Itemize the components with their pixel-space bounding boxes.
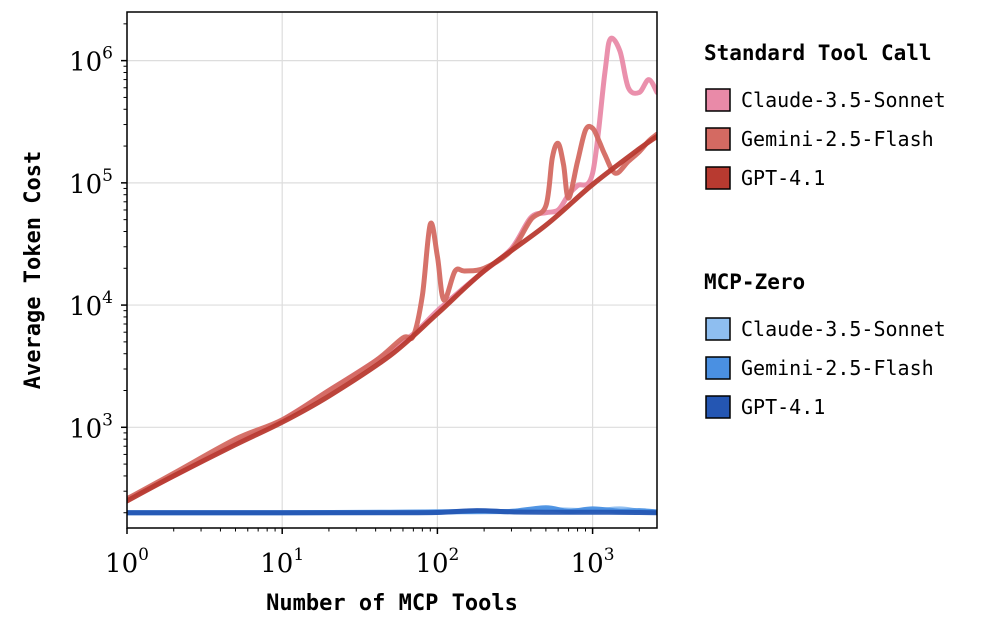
legend-group-title: Standard Tool Call <box>704 41 932 65</box>
legend-label: Claude-3.5-Sonnet <box>741 88 946 112</box>
legend-label: GPT-4.1 <box>741 166 825 190</box>
legend-label: Claude-3.5-Sonnet <box>741 317 946 341</box>
y-tick-label: 104 <box>69 288 113 322</box>
legend-label: Gemini-2.5-Flash <box>741 127 934 151</box>
legend-label: GPT-4.1 <box>741 395 825 419</box>
x-tick-exponent: 2 <box>449 545 460 565</box>
y-tick-label: 103 <box>69 410 113 444</box>
legend-swatch <box>705 317 731 341</box>
legend-label: Gemini-2.5-Flash <box>741 356 934 380</box>
plot-frame <box>126 11 658 529</box>
y-tick-base: 10 <box>69 414 102 444</box>
standard-gpt-4-1-line <box>127 133 657 504</box>
legend: Standard Tool Call Claude-3.5-Sonnet Gemin… <box>704 41 946 419</box>
grid-lines <box>126 12 657 528</box>
legend-swatch <box>705 88 731 112</box>
y-tick-base: 10 <box>69 292 102 322</box>
x-axis-title: Number of MCP Tools <box>266 591 518 616</box>
y-tick-exponent: 3 <box>102 410 113 430</box>
y-tick-exponent: 4 <box>102 288 113 308</box>
x-tick-base: 10 <box>415 549 448 579</box>
x-tick-labels: 100 101 102 103 <box>105 528 640 579</box>
x-tick-exponent: 3 <box>604 545 615 565</box>
legend-group-title: MCP-Zero <box>704 270 805 294</box>
series-lines <box>127 35 657 516</box>
y-tick-exponent: 5 <box>102 166 113 186</box>
legend-swatch <box>705 356 731 380</box>
y-axis-title: Average Token Cost <box>21 151 46 389</box>
x-tick-label: 100 <box>105 545 149 579</box>
legend-swatch <box>705 395 731 419</box>
x-tick-base: 10 <box>260 549 293 579</box>
mcpzero-gpt-4-1-line <box>127 508 657 516</box>
x-tick-exponent: 0 <box>138 545 149 565</box>
x-tick-base: 10 <box>105 549 138 579</box>
y-tick-label: 105 <box>69 166 113 200</box>
x-tick-label: 101 <box>260 545 304 579</box>
legend-swatch <box>705 127 731 151</box>
x-tick-exponent: 1 <box>293 545 304 565</box>
legend-swatch <box>705 166 731 190</box>
standard-claude-3-5-sonnet-line <box>127 35 657 502</box>
y-tick-base: 10 <box>69 170 102 200</box>
x-tick-label: 102 <box>415 545 459 579</box>
x-tick-base: 10 <box>571 549 604 579</box>
x-tick-label: 103 <box>571 545 615 579</box>
y-tick-base: 10 <box>69 48 102 78</box>
y-tick-label: 106 <box>69 44 113 78</box>
y-tick-exponent: 6 <box>102 44 113 64</box>
standard-gemini-2-5-flash-line <box>127 123 657 502</box>
